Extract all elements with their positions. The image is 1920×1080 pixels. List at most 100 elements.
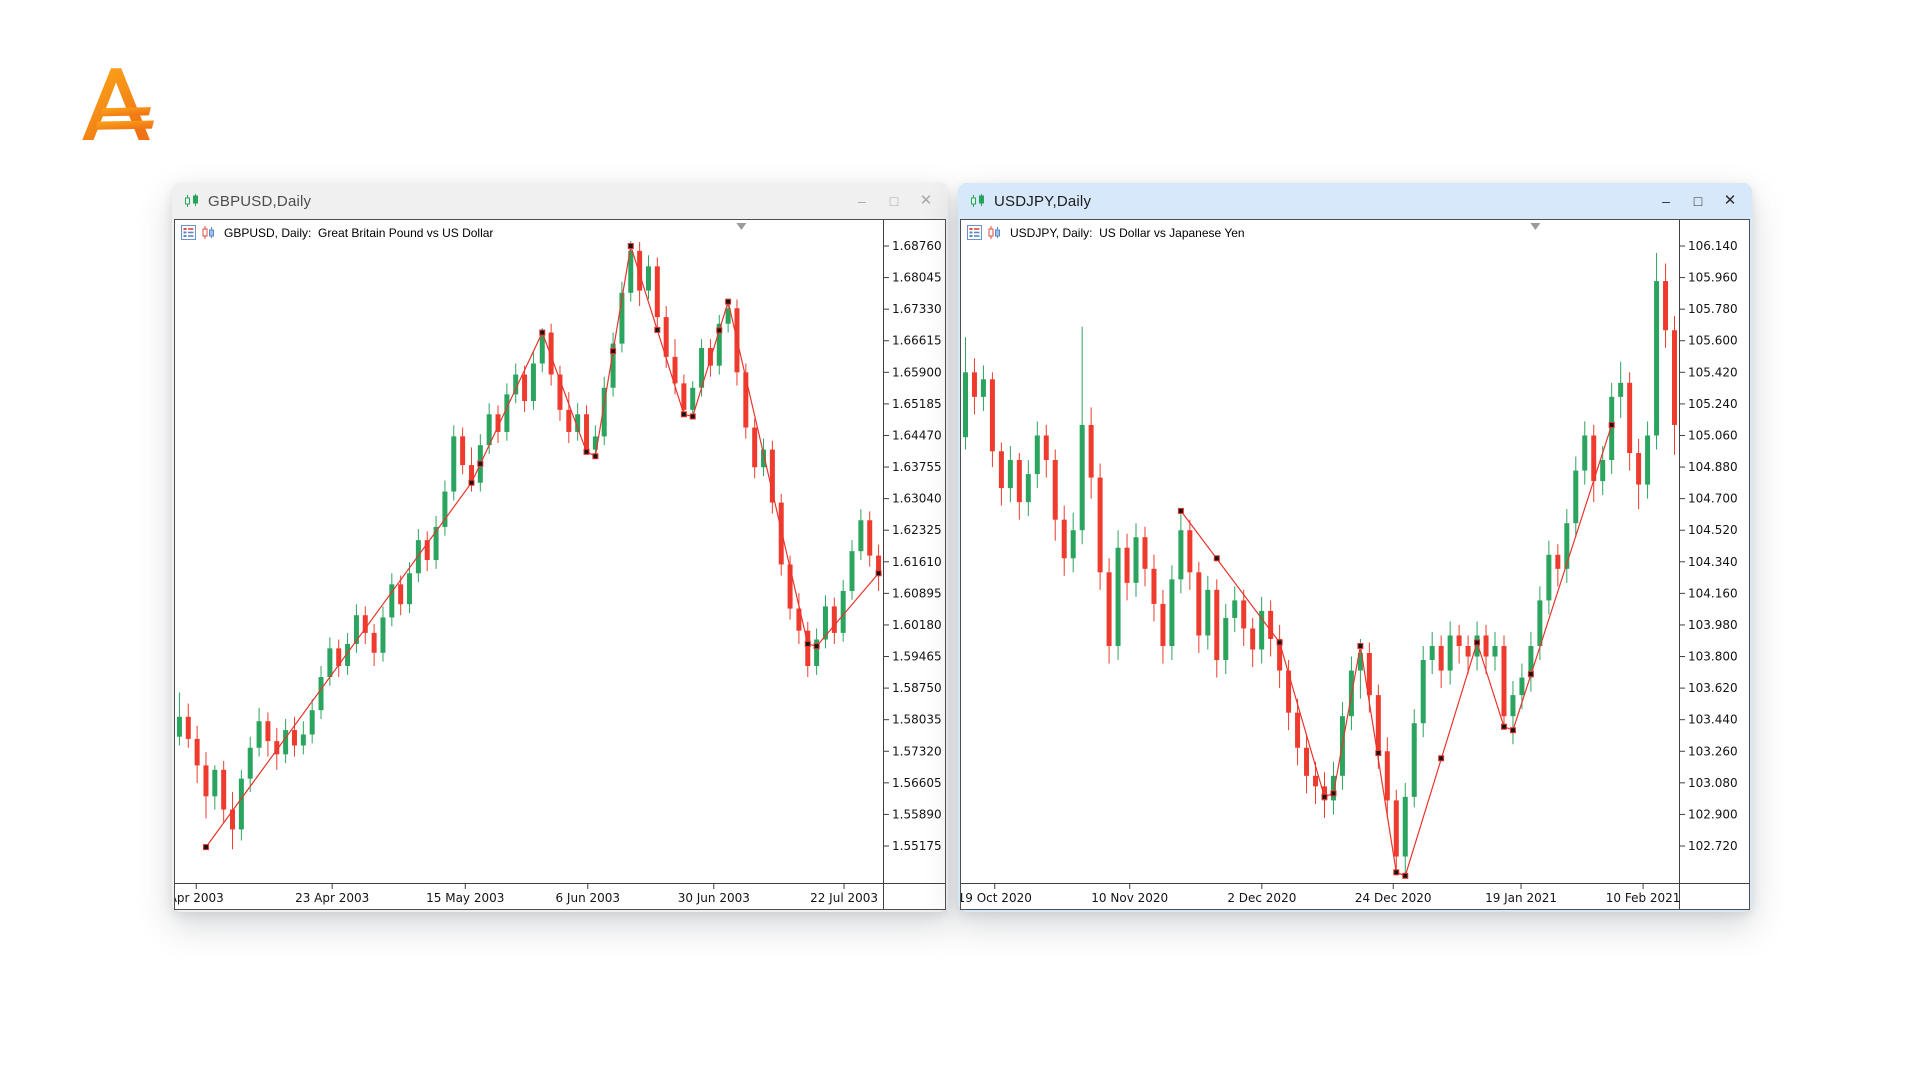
price-label: 104.160 (1688, 586, 1738, 600)
window-title: USDJPY,Daily (994, 192, 1092, 210)
date-label: 10 Nov 2020 (1091, 891, 1168, 905)
candle (1025, 460, 1031, 517)
zigzag-marker (804, 640, 811, 647)
zigzag-marker (689, 413, 696, 420)
candle (989, 372, 995, 468)
candle (1304, 733, 1310, 794)
depth-of-market-icon[interactable] (967, 225, 982, 240)
candlestick-icon (970, 193, 986, 209)
depth-of-market-icon[interactable] (181, 225, 196, 240)
candle (1438, 635, 1444, 689)
candle (203, 752, 209, 819)
price-label: 105.960 (1688, 271, 1738, 285)
candle (1456, 624, 1462, 664)
candle (230, 791, 236, 850)
chart-window-usdjpy: USDJPY,Daily – □ ✕ (958, 183, 1752, 912)
price-label: 1.58750 (892, 681, 942, 695)
candle (1115, 530, 1121, 661)
price-label: 105.060 (1688, 428, 1738, 442)
candle (1142, 526, 1148, 587)
candle (566, 392, 572, 443)
candle (1133, 523, 1139, 597)
close-button[interactable]: ✕ (1723, 192, 1737, 209)
candle (1501, 635, 1507, 731)
date-label: 30 Jun 2003 (678, 891, 750, 905)
price-scale[interactable]: 106.140 105.960 105.780 105.600 105.420 105.2… (1680, 239, 1738, 853)
chart-header: USDJPY, Daily: US Dollar vs Japanese Yen (967, 225, 1245, 240)
minimize-button[interactable]: – (858, 193, 866, 209)
candle (1268, 600, 1274, 657)
candle (654, 257, 660, 329)
price-label: 104.340 (1688, 555, 1738, 569)
zigzag-marker (1608, 421, 1615, 428)
candle (1232, 586, 1238, 632)
candle (1007, 446, 1013, 503)
candle (1313, 761, 1319, 804)
price-label: 1.55175 (892, 839, 942, 853)
maximize-button[interactable]: □ (889, 193, 899, 209)
candle (1537, 586, 1543, 661)
letter-a-logo (82, 68, 154, 140)
chart-window-gbpusd: GBPUSD,Daily – □ ✕ (172, 183, 948, 912)
candle (1187, 519, 1193, 590)
candle (849, 540, 855, 600)
date-label: 10 Feb 2021 (1606, 891, 1681, 905)
zigzag-marker (1474, 639, 1481, 646)
price-label: 1.61610 (892, 555, 942, 569)
candle (1555, 544, 1561, 587)
candle (548, 323, 554, 386)
scroll-position-marker-icon[interactable] (1530, 223, 1541, 230)
zigzag-marker (583, 448, 590, 455)
date-label: 6 Jun 2003 (555, 891, 620, 905)
window-titlebar[interactable]: USDJPY,Daily – □ ✕ (958, 183, 1752, 219)
price-label: 103.080 (1688, 776, 1738, 790)
chart-canvas-gbpusd[interactable]: 1.68760 1.68045 1.67330 1.66615 1.65900 1.651… (175, 220, 945, 909)
price-label: 1.65900 (892, 365, 942, 379)
candle (840, 579, 846, 642)
candle (318, 666, 324, 720)
candle (761, 438, 767, 477)
candle (752, 418, 758, 479)
candle (283, 719, 289, 764)
chart-title: GBPUSD, Daily: Great Britain Pound vs US… (224, 225, 494, 240)
date-scale[interactable]: Apr 2003 23 Apr 2003 15 May 2003 6 Jun 2003… (175, 884, 878, 905)
candlestick-chart[interactable]: 1.68760 1.68045 1.67330 1.66615 1.65900 1.651… (175, 220, 945, 909)
candle (716, 314, 722, 375)
minimize-button[interactable]: – (1662, 193, 1670, 209)
candle (1654, 253, 1660, 450)
candle (309, 699, 315, 744)
chart-canvas-usdjpy[interactable]: 106.140 105.960 105.780 105.600 105.420 105.2… (961, 220, 1749, 909)
candle (1196, 561, 1202, 654)
candlestick-chart[interactable]: 106.140 105.960 105.780 105.600 105.420 105.2… (961, 220, 1749, 909)
window-titlebar[interactable]: GBPUSD,Daily – □ ✕ (172, 183, 948, 219)
window-title: GBPUSD,Daily (208, 192, 312, 210)
chart-frame: USDJPY, Daily: US Dollar vs Japanese Yen… (960, 219, 1750, 910)
price-label: 106.140 (1688, 239, 1738, 253)
candle (584, 405, 590, 455)
candle (822, 595, 828, 649)
candle (513, 363, 519, 404)
date-scale[interactable]: 19 Oct 2020 10 Nov 2020 2 Dec 2020 24 Dec 2… (961, 884, 1680, 905)
zigzag-marker (725, 298, 732, 305)
price-label: 102.900 (1688, 807, 1738, 821)
price-label: 1.65185 (892, 397, 942, 411)
candle (433, 515, 439, 569)
candle (247, 736, 253, 792)
maximize-button[interactable]: □ (1693, 193, 1703, 209)
price-scale[interactable]: 1.68760 1.68045 1.67330 1.66615 1.65900 1.651… (884, 239, 942, 853)
one-click-trading-icon[interactable] (987, 225, 1002, 240)
one-click-trading-icon[interactable] (201, 225, 216, 240)
candle (1645, 421, 1651, 499)
candle (1160, 589, 1166, 664)
scroll-position-marker-icon[interactable] (736, 223, 747, 230)
zigzag-marker (1509, 727, 1516, 734)
close-button[interactable]: ✕ (919, 192, 933, 209)
price-label: 1.66615 (892, 334, 942, 348)
candle (962, 337, 968, 450)
candle (1618, 361, 1624, 418)
candle (1286, 660, 1292, 731)
zigzag-marker (875, 570, 882, 577)
candle (1223, 603, 1229, 675)
candle (221, 760, 227, 823)
zigzag-marker (1276, 639, 1283, 646)
